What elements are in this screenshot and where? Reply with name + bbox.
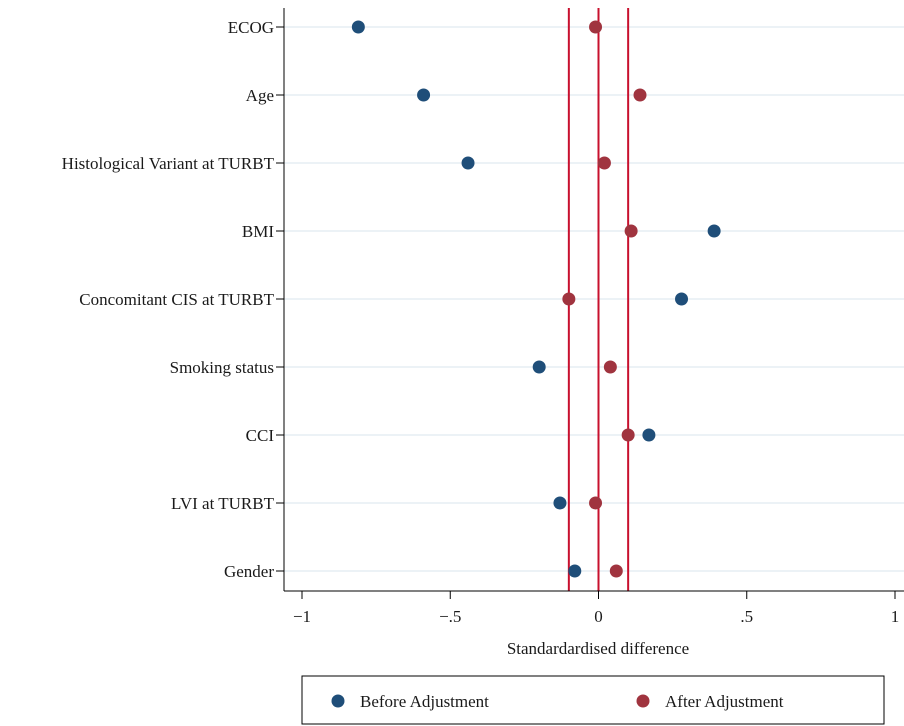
point-before-5 <box>532 360 546 374</box>
point-before-8 <box>568 564 582 578</box>
point-after-4 <box>562 292 576 306</box>
point-before-3 <box>707 224 721 238</box>
legend-label-1: After Adjustment <box>665 692 784 711</box>
point-after-7 <box>589 496 603 510</box>
y-tick-label-2: Histological Variant at TURBT <box>62 154 275 173</box>
x-tick-label-1: −.5 <box>439 607 461 626</box>
gridlines <box>284 26 904 572</box>
x-tick-label-2: 0 <box>594 607 603 626</box>
point-after-5 <box>603 360 617 374</box>
legend-label-0: Before Adjustment <box>360 692 489 711</box>
point-after-8 <box>609 564 623 578</box>
data-points <box>351 20 721 578</box>
y-tick-label-7: LVI at TURBT <box>171 494 275 513</box>
legend-marker-0 <box>331 694 345 708</box>
y-tick-label-4: Concomitant CIS at TURBT <box>79 290 274 309</box>
point-before-7 <box>553 496 567 510</box>
point-after-2 <box>597 156 611 170</box>
point-after-6 <box>621 428 635 442</box>
x-tick-label-4: 1 <box>891 607 900 626</box>
point-before-4 <box>675 292 689 306</box>
point-before-0 <box>351 20 365 34</box>
point-after-1 <box>633 88 647 102</box>
point-before-1 <box>417 88 431 102</box>
legend-box <box>301 675 885 725</box>
y-tick-label-8: Gender <box>224 562 274 581</box>
y-tick-label-3: BMI <box>242 222 274 241</box>
y-tick-label-0: ECOG <box>228 18 274 37</box>
x-axis-label: Standardardised difference <box>507 639 689 658</box>
y-tick-label-1: Age <box>246 86 274 105</box>
point-before-2 <box>461 156 475 170</box>
y-tick-label-5: Smoking status <box>170 358 274 377</box>
point-before-6 <box>642 428 656 442</box>
x-tick-label-0: −1 <box>293 607 311 626</box>
axis-ticks: ECOG Age Histological Variant at TURBT BMI C… <box>62 18 900 626</box>
y-tick-label-6: CCI <box>246 426 275 445</box>
point-after-0 <box>589 20 603 34</box>
x-tick-label-3: .5 <box>740 607 753 626</box>
point-after-3 <box>624 224 638 238</box>
legend: Before Adjustment After Adjustment <box>301 675 885 725</box>
legend-marker-1 <box>636 694 650 708</box>
